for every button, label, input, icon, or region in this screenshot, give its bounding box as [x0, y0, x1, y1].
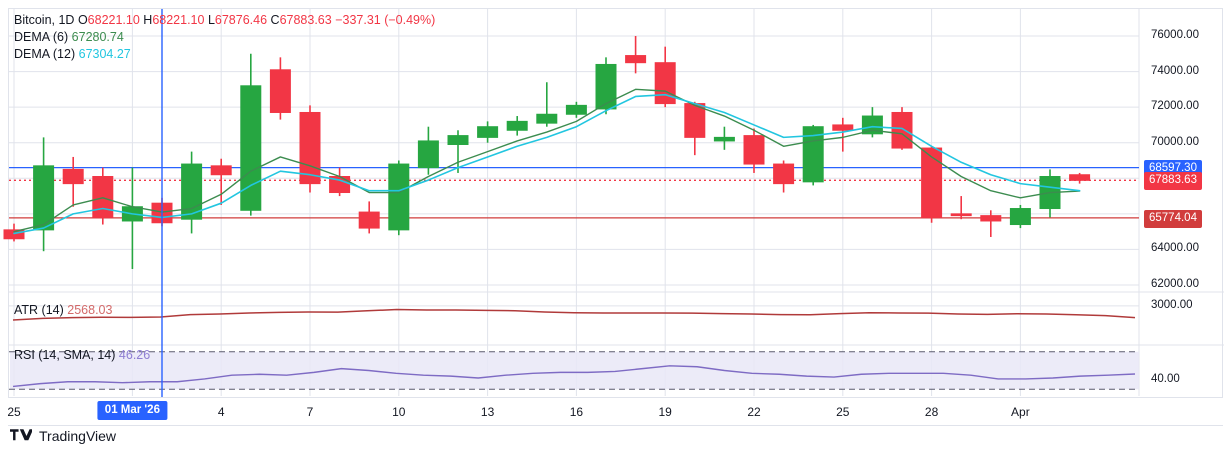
rsi-value: 46.26 — [118, 348, 151, 362]
legend-low-value: 67876.46 — [214, 13, 268, 27]
time-tick-label[interactable]: 19 — [658, 405, 672, 419]
legend-dema12-label: DEMA (12) — [14, 47, 76, 61]
legend-change: −337.31 (−0.49%) — [335, 13, 436, 27]
time-tick-label[interactable]: 25 — [836, 405, 850, 419]
time-tick-label[interactable]: 16 — [569, 405, 584, 419]
time-tick-label[interactable]: 25 — [7, 405, 21, 419]
legend-close-label: C — [270, 13, 280, 27]
chart-legend: Bitcoin, 1D O68221.10 H68221.10 L67876.4… — [14, 12, 435, 63]
legend-symbol[interactable]: Bitcoin, 1D — [14, 13, 75, 27]
price-tick-label: 70000.00 — [1151, 135, 1199, 148]
tradingview-logo: TradingView — [10, 428, 116, 444]
price-tick-label: 64000.00 — [1151, 242, 1199, 255]
legend-close-value: 67883.63 — [279, 13, 332, 27]
price-tick-label: 62000.00 — [1151, 278, 1199, 290]
atr-label: ATR (14) — [14, 303, 64, 317]
time-tick-label[interactable]: 22 — [747, 405, 761, 419]
chart-frame — [8, 8, 1223, 398]
legend-dema6-label: DEMA (6) — [14, 30, 69, 44]
time-tick-label[interactable]: 4 — [217, 405, 225, 419]
legend-open-value: 68221.10 — [87, 13, 140, 27]
legend-open-label: O — [77, 13, 88, 27]
legend-dema6-row[interactable]: DEMA (6) 67280.74 — [14, 29, 435, 46]
legend-ohlc-row: Bitcoin, 1D O68221.10 H68221.10 L67876.4… — [14, 12, 435, 29]
price-tick-label: 72000.00 — [1151, 100, 1199, 113]
atr-axis-label: 3000.00 — [1151, 298, 1193, 311]
rsi-label: RSI (14, SMA, 14) — [14, 348, 116, 362]
time-axis[interactable]: 25 01 Mar '26 4 7 10 13 16 19 22 25 28 Apr — [7, 398, 1223, 426]
legend-high-label: H — [143, 13, 153, 27]
rsi-legend[interactable]: RSI (14, SMA, 14) 46.26 — [14, 348, 150, 362]
time-tick-label[interactable]: 10 — [392, 405, 406, 419]
time-tick-label[interactable]: 01 Mar '26 — [97, 401, 167, 420]
price-tag-support[interactable]: 65774.04 — [1144, 209, 1202, 228]
price-tick-label: 74000.00 — [1151, 64, 1199, 77]
legend-dema12-value: 67304.27 — [78, 47, 131, 61]
time-tick-label[interactable]: Apr — [1011, 405, 1030, 419]
price-tick-label: 76000.00 — [1151, 29, 1199, 41]
legend-dema12-row[interactable]: DEMA (12) 67304.27 — [14, 46, 435, 63]
tradingview-wordmark: TradingView — [39, 428, 117, 444]
legend-high-value: 68221.10 — [152, 13, 205, 27]
atr-value: 2568.03 — [67, 303, 113, 317]
time-tick-label[interactable]: 7 — [306, 405, 314, 419]
rsi-axis-label: 40.00 — [1151, 372, 1180, 385]
time-tick-label[interactable]: 13 — [480, 405, 495, 419]
legend-dema6-value: 67280.74 — [71, 30, 124, 44]
legend-low-label: L — [207, 13, 215, 27]
tradingview-mark-icon — [10, 429, 32, 441]
atr-legend[interactable]: ATR (14) 2568.03 — [14, 303, 112, 317]
time-tick-label[interactable]: 28 — [924, 405, 939, 419]
price-tag-last-price[interactable]: 67883.63 — [1144, 172, 1202, 191]
